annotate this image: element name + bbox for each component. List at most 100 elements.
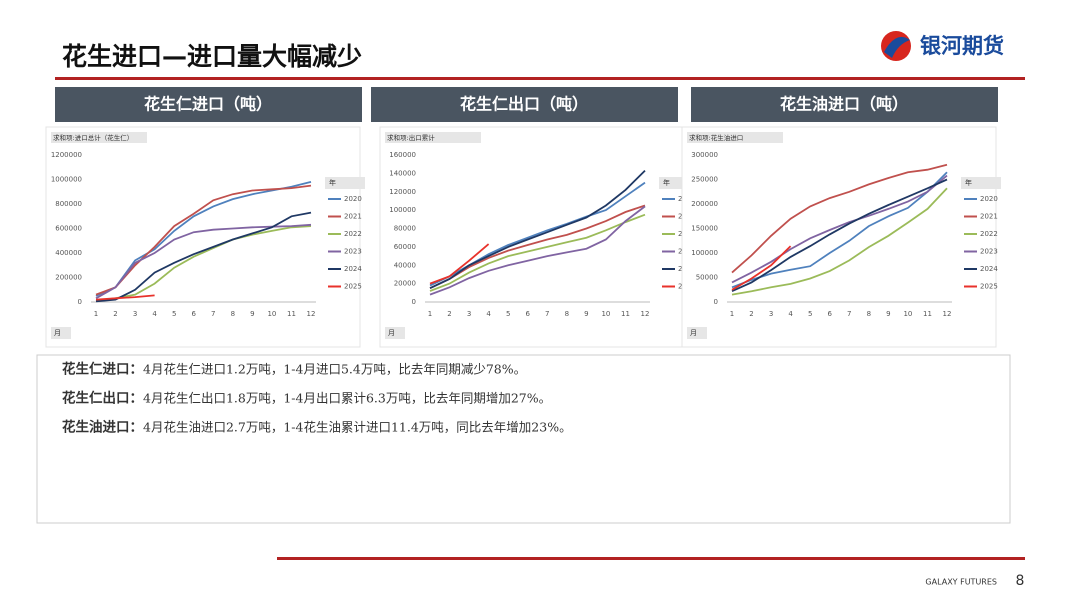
legend-label: 2022 [344, 230, 362, 238]
x-tick-label: 5 [506, 310, 510, 318]
series-line [731, 245, 792, 291]
note-label: 花生仁进口： [62, 361, 143, 378]
x-tick-label: 2 [113, 310, 117, 318]
x-tick-label: 9 [886, 310, 890, 318]
x-tick-label: 6 [191, 310, 196, 318]
x-tick-label: 10 [903, 310, 912, 318]
chart-panel [681, 126, 997, 348]
logo: 银河期货 [881, 31, 1004, 61]
field-button [385, 132, 481, 143]
series-line [429, 205, 646, 296]
y-tick-label: 1200000 [51, 151, 82, 159]
series-line [429, 204, 646, 290]
x-tick-label: 11 [923, 310, 932, 318]
panel-header [371, 87, 678, 122]
note-label: 花生仁出口： [62, 390, 143, 407]
x-tick-label: 2 [447, 310, 451, 318]
series-line [731, 171, 948, 289]
panel-header [55, 87, 362, 122]
panel-header [691, 87, 998, 122]
x-tick-label: 3 [133, 310, 137, 318]
panel-header-label: 花生仁进口（吨） [144, 95, 272, 114]
chart-panel [379, 126, 695, 348]
x-tick-label: 1 [94, 310, 98, 318]
legend-label: 2021 [344, 213, 362, 221]
y-tick-label: 60000 [394, 243, 416, 251]
y-tick-label: 80000 [394, 225, 416, 233]
series-line [731, 163, 948, 274]
legend-label: 2020 [980, 195, 998, 203]
y-tick-label: 200000 [55, 274, 82, 282]
series-line [731, 187, 948, 296]
brand: 银河期货 [920, 34, 1004, 58]
x-tick-label: 12 [307, 310, 316, 318]
y-tick-label: 50000 [696, 274, 718, 282]
x-tick-label: 10 [601, 310, 610, 318]
x-tick-label: 12 [641, 310, 650, 318]
x-tick-label: 11 [287, 310, 296, 318]
series-line [731, 178, 948, 293]
y-tick-label: 20000 [394, 280, 416, 288]
chart-panel [45, 126, 361, 348]
x-tick-label: 4 [152, 310, 157, 318]
x-tick-label: 2 [749, 310, 753, 318]
y-tick-label: 400000 [55, 249, 82, 257]
legend-title-box [325, 177, 365, 189]
x-tick-label: 8 [231, 310, 235, 318]
x-field-box [687, 327, 707, 339]
y-tick-label: 40000 [394, 261, 416, 269]
series-line [95, 184, 312, 296]
x-tick-label: 10 [267, 310, 276, 318]
y-tick-label: 250000 [691, 176, 718, 184]
x-field-box [385, 327, 405, 339]
x-tick-label: 8 [867, 310, 871, 318]
x-axis-label: 月 [388, 329, 395, 337]
y-tick-label: 300000 [691, 151, 718, 159]
y-tick-label: 100000 [389, 206, 416, 214]
y-tick-label: 1000000 [51, 176, 82, 184]
x-tick-label: 5 [172, 310, 176, 318]
y-tick-label: 150000 [691, 225, 718, 233]
legend-title: 年 [329, 178, 336, 187]
x-axis-label: 月 [54, 329, 61, 337]
y-tick-label: 100000 [691, 249, 718, 257]
x-tick-label: 4 [788, 310, 793, 318]
x-tick-label: 3 [769, 310, 773, 318]
field-button [687, 132, 783, 143]
x-field-box [51, 327, 71, 339]
footer-brand: GALAXY FUTURES [925, 578, 997, 587]
footer-rule [277, 557, 1025, 560]
x-tick-label: 7 [545, 310, 549, 318]
x-tick-label: 5 [808, 310, 812, 318]
series-line [429, 243, 490, 285]
legend-title-box [961, 177, 1001, 189]
y-tick-label: 0 [714, 298, 718, 306]
notes-box [36, 354, 1011, 524]
note-text: 4月花生油进口2.7万吨，1-4花生油累计进口11.4万吨，同比去年增加23%。 [143, 420, 572, 435]
series-line [95, 294, 155, 301]
panel-header-label: 花生油进口（吨） [780, 95, 908, 114]
x-tick-label: 12 [943, 310, 952, 318]
x-tick-label: 7 [847, 310, 851, 318]
y-tick-label: 0 [78, 298, 82, 306]
note-text: 4月花生仁出口1.8万吨，1-4月出口累计6.3万吨，比去年同期增加27%。 [143, 391, 551, 406]
panel-header-label: 花生仁出口（吨） [460, 95, 588, 114]
header-rule [55, 77, 1025, 80]
series-line [429, 169, 646, 290]
y-tick-label: 800000 [55, 200, 82, 208]
y-tick-label: 140000 [389, 169, 416, 177]
x-tick-label: 4 [486, 310, 491, 318]
series-line [95, 225, 312, 302]
x-tick-label: 3 [467, 310, 471, 318]
chart-title: 求和项:进口总计（花生仁） [53, 133, 133, 142]
legend-label: 2022 [980, 230, 998, 238]
x-tick-label: 1 [428, 310, 432, 318]
series-line [95, 211, 312, 303]
legend-label: 2020 [344, 195, 362, 203]
field-button [51, 132, 147, 143]
x-tick-label: 1 [730, 310, 734, 318]
legend-label: 2024 [344, 265, 362, 273]
y-tick-label: 600000 [55, 225, 82, 233]
y-tick-label: 0 [412, 298, 416, 306]
